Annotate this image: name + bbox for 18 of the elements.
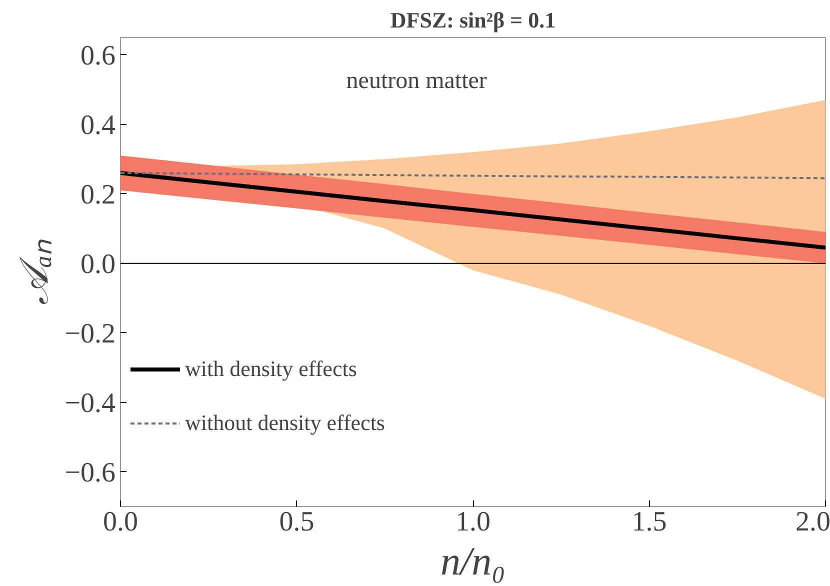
x-axis-title: n/n₀ [440, 538, 506, 584]
x-tick-label: 1.5 [632, 506, 667, 538]
legend-label: with density effects [185, 356, 357, 382]
y-tick-label: 0.0 [80, 248, 116, 280]
x-tick-label: 1.0 [456, 506, 490, 538]
y-axis-title: 𝒜ₐₙ [12, 239, 57, 305]
y-tick-label: 0.4 [80, 110, 116, 141]
x-tick-label: 0.0 [103, 506, 138, 538]
annotation: neutron matter [346, 68, 487, 94]
y-tick-label: 0.6 [80, 40, 116, 72]
x-tick-label: 0.5 [279, 506, 314, 538]
y-tick-label: −0.6 [64, 457, 116, 488]
y-tick-label: −0.4 [64, 388, 116, 419]
legend-label: without density effects [185, 410, 385, 436]
y-tick-label: −0.2 [64, 318, 116, 350]
y-tick-label: 0.2 [80, 179, 116, 210]
x-tick-label: 2.0 [796, 506, 830, 538]
chart-title: DFSZ: sin²β = 0.1 [390, 8, 556, 32]
